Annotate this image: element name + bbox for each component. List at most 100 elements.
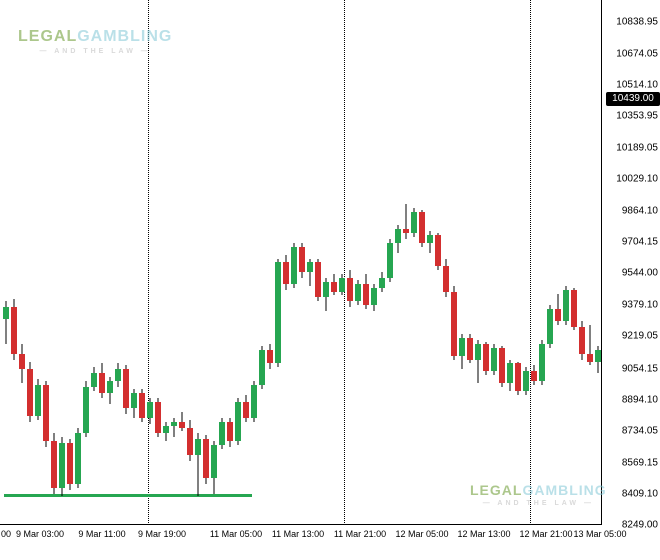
candle[interactable] (115, 0, 121, 525)
y-tick-label: 8894.10 (622, 394, 658, 405)
candle[interactable] (467, 0, 473, 525)
candle[interactable] (563, 0, 569, 525)
candle[interactable] (51, 0, 57, 525)
candle[interactable] (331, 0, 337, 525)
candle[interactable] (179, 0, 185, 525)
candle[interactable] (419, 0, 425, 525)
x-tick-label: 9 Mar 11:00 (78, 529, 125, 539)
candle[interactable] (99, 0, 105, 525)
candle[interactable] (195, 0, 201, 525)
candle[interactable] (67, 0, 73, 525)
candlestick-chart: LEGALGAMBLING— AND THE LAW —LEGALGAMBLIN… (0, 0, 660, 560)
candle[interactable] (595, 0, 601, 525)
x-tick-label: 12 Mar 05:00 (395, 529, 448, 539)
candle[interactable] (371, 0, 377, 525)
y-tick-label: 10674.05 (616, 48, 658, 59)
candle[interactable] (91, 0, 97, 525)
candle[interactable] (427, 0, 433, 525)
candle[interactable] (403, 0, 409, 525)
y-tick-label: 10029.10 (616, 173, 658, 184)
candle[interactable] (355, 0, 361, 525)
candle[interactable] (211, 0, 217, 525)
candle[interactable] (275, 0, 281, 525)
candle[interactable] (267, 0, 273, 525)
y-tick-label: 8734.05 (622, 425, 658, 436)
candle[interactable] (227, 0, 233, 525)
candle[interactable] (387, 0, 393, 525)
x-tick-label: 12 Mar 13:00 (457, 529, 510, 539)
candle[interactable] (307, 0, 313, 525)
y-tick-label: 8569.15 (622, 457, 658, 468)
candle[interactable] (315, 0, 321, 525)
candle[interactable] (579, 0, 585, 525)
y-tick-label: 10353.95 (616, 110, 658, 121)
plot-area[interactable]: LEGALGAMBLING— AND THE LAW —LEGALGAMBLIN… (0, 0, 602, 525)
candle[interactable] (259, 0, 265, 525)
candle[interactable] (323, 0, 329, 525)
candle[interactable] (187, 0, 193, 525)
candle[interactable] (523, 0, 529, 525)
watermark-logo: LEGALGAMBLING— AND THE LAW — (18, 28, 172, 55)
y-tick-label: 10189.05 (616, 142, 658, 153)
candle[interactable] (107, 0, 113, 525)
candle[interactable] (243, 0, 249, 525)
candle[interactable] (283, 0, 289, 525)
candle[interactable] (491, 0, 497, 525)
candle[interactable] (59, 0, 65, 525)
candle[interactable] (19, 0, 25, 525)
candle[interactable] (235, 0, 241, 525)
candle[interactable] (347, 0, 353, 525)
candle[interactable] (75, 0, 81, 525)
candle[interactable] (3, 0, 9, 525)
candle[interactable] (203, 0, 209, 525)
candle[interactable] (299, 0, 305, 525)
candle[interactable] (155, 0, 161, 525)
candle[interactable] (571, 0, 577, 525)
candle[interactable] (587, 0, 593, 525)
candle[interactable] (291, 0, 297, 525)
candle[interactable] (43, 0, 49, 525)
candle[interactable] (339, 0, 345, 525)
candle[interactable] (163, 0, 169, 525)
y-tick-label: 8409.10 (622, 488, 658, 499)
x-tick-label: 9 Mar 03:00 (16, 529, 64, 539)
candle[interactable] (539, 0, 545, 525)
x-axis: 00 9 Mar 03:00 9 Mar 11:00 9 Mar 19:00 11 Ma… (0, 525, 602, 560)
y-tick-label: 9219.05 (622, 331, 658, 342)
candle[interactable] (515, 0, 521, 525)
candle[interactable] (395, 0, 401, 525)
x-tick-label: 12 Mar 21:00 (519, 529, 572, 539)
price-marker: 10439.00 (606, 92, 660, 106)
x-tick-label: 9 Mar 19:00 (138, 529, 186, 539)
candle[interactable] (251, 0, 257, 525)
candle[interactable] (483, 0, 489, 525)
candle[interactable] (131, 0, 137, 525)
candle[interactable] (411, 0, 417, 525)
y-tick-label: 9054.15 (622, 363, 658, 374)
x-tick-label: 00 (1, 529, 11, 539)
candle[interactable] (83, 0, 89, 525)
candle[interactable] (35, 0, 41, 525)
candle[interactable] (11, 0, 17, 525)
candle[interactable] (547, 0, 553, 525)
candle[interactable] (443, 0, 449, 525)
y-tick-label: 8249.00 (622, 520, 658, 531)
candle[interactable] (459, 0, 465, 525)
candle[interactable] (379, 0, 385, 525)
candle[interactable] (499, 0, 505, 525)
candle[interactable] (435, 0, 441, 525)
candle[interactable] (363, 0, 369, 525)
candle[interactable] (531, 0, 537, 525)
candle[interactable] (475, 0, 481, 525)
candle[interactable] (27, 0, 33, 525)
candle[interactable] (219, 0, 225, 525)
candle[interactable] (451, 0, 457, 525)
candle[interactable] (147, 0, 153, 525)
candle[interactable] (507, 0, 513, 525)
x-tick-label: 11 Mar 05:00 (210, 529, 262, 539)
candle[interactable] (171, 0, 177, 525)
candle[interactable] (555, 0, 561, 525)
candle[interactable] (139, 0, 145, 525)
candle[interactable] (123, 0, 129, 525)
y-tick-label: 10838.95 (616, 16, 658, 27)
